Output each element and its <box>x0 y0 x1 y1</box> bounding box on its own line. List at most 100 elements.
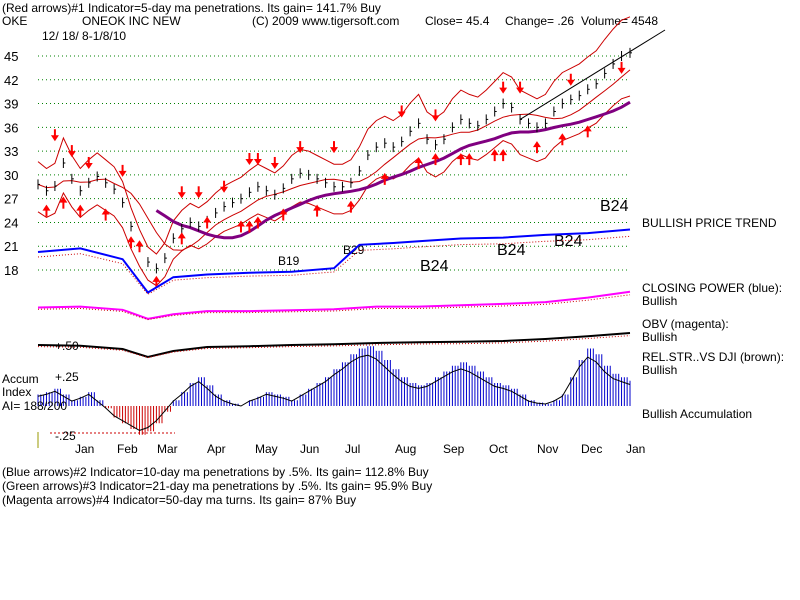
arrow-head <box>245 220 254 227</box>
buy-arrow <box>490 149 499 162</box>
label-obv-value: Bullish <box>642 330 677 344</box>
arrow-head <box>566 79 575 86</box>
arrow-head <box>220 186 229 193</box>
buy-arrow <box>42 204 51 217</box>
arrow-head <box>84 162 93 169</box>
month-label: Apr <box>207 442 226 456</box>
sell-arrow <box>270 156 279 169</box>
arrow-head <box>431 153 440 160</box>
signal-b24-2: B24 <box>497 242 526 259</box>
buy-arrow <box>313 204 322 217</box>
month-label: Nov <box>537 442 558 456</box>
sell-arrow <box>516 81 525 94</box>
ma21-line <box>37 69 631 251</box>
closing-power-line-ma <box>37 235 631 295</box>
signal-b24-1: B24 <box>420 258 449 275</box>
footer-line4: (Magenta arrows)#4 Indicator=50-day ma t… <box>2 493 356 507</box>
month-label: Mar <box>157 442 178 456</box>
buy-arrow <box>245 220 254 233</box>
month-label: Jul <box>345 442 360 456</box>
buy-arrow <box>558 133 567 146</box>
arrow-head <box>499 149 508 156</box>
y-tick-label: 30 <box>4 168 18 183</box>
label-plus25: +.25 <box>55 370 79 384</box>
buy-arrow <box>583 125 592 138</box>
arrow-head <box>380 172 389 179</box>
arrow-head <box>135 240 144 247</box>
indicator-panels <box>37 228 631 435</box>
rel-str-line-ma <box>37 335 631 359</box>
arrow-head <box>101 208 110 215</box>
arrow-head <box>177 192 186 199</box>
label-cp-title: CLOSING POWER (blue): <box>642 281 782 295</box>
arrow-head <box>490 149 499 156</box>
header-company: ONEOK INC NEW <box>82 14 181 28</box>
obv-line <box>37 290 631 320</box>
arrow-head <box>76 204 85 211</box>
signal-b24-3: B24 <box>554 233 583 250</box>
arrow-head <box>431 115 440 122</box>
sell-arrow <box>330 141 338 154</box>
month-label: Dec <box>581 442 602 456</box>
buy-arrow <box>414 157 423 170</box>
header-line1: (Red arrows)#1 Indicator=5-day ma penetr… <box>2 1 381 15</box>
arrow-head <box>516 87 525 94</box>
sell-arrow <box>566 73 575 86</box>
price-series <box>37 47 632 274</box>
buy-arrow <box>76 204 85 217</box>
label-rs-title: REL.STR..VS DJI (brown): <box>642 350 784 364</box>
signal-b19: B19 <box>278 254 300 268</box>
label-accum-1: Accum <box>2 372 39 386</box>
sell-arrow <box>50 129 59 142</box>
y-tick-label: 33 <box>4 144 18 159</box>
label-accum-2: Index <box>2 385 31 399</box>
y-tick-label: 21 <box>4 239 18 254</box>
arrow-head <box>296 147 305 154</box>
arrow-head <box>253 159 262 165</box>
arrow-head <box>313 204 322 211</box>
trend-line <box>519 29 666 120</box>
upper-band <box>37 16 631 255</box>
arrow-head <box>465 153 474 160</box>
header-copyright: (C) 2009 www.tigersoft.com <box>252 14 399 28</box>
month-label: Oct <box>489 442 508 456</box>
buy-arrow <box>380 172 389 185</box>
buy-arrow <box>177 232 186 245</box>
month-label: Jan <box>75 442 94 456</box>
closing-power-line <box>37 228 631 294</box>
header-date-range: 12/ 18/ 8-1/8/10 <box>42 29 126 43</box>
label-plus50: +.50 <box>55 339 79 353</box>
arrow-head <box>558 133 567 140</box>
label-minus25: -.25 <box>55 429 76 443</box>
buy-arrow <box>499 149 508 162</box>
buy-arrow <box>346 200 355 213</box>
buy-arrow <box>127 236 136 249</box>
arrow-head <box>42 204 51 211</box>
sell-arrow <box>245 153 254 165</box>
arrow-head <box>127 236 136 243</box>
sell-arrow <box>194 186 203 199</box>
obv-line-ma <box>37 294 631 321</box>
arrow-head <box>50 135 59 142</box>
buy-arrow <box>431 153 440 166</box>
month-label: May <box>255 442 278 456</box>
buy-arrow <box>279 208 288 221</box>
month-label: Aug <box>395 442 416 456</box>
header-symbol: OKE <box>2 14 27 28</box>
arrow-head <box>236 220 245 227</box>
month-label: Jun <box>300 442 319 456</box>
sell-arrow <box>431 109 440 122</box>
header-volume: Volume= 4548 <box>581 14 658 28</box>
arrow-head <box>245 159 254 165</box>
buy-arrow <box>59 196 68 209</box>
label-obv-title: OBV (magenta): <box>642 317 729 331</box>
sell-arrow <box>84 156 93 169</box>
sell-arrow <box>220 180 229 193</box>
sell-arrow <box>499 81 508 94</box>
arrow-head <box>583 125 592 132</box>
buy-arrow <box>532 141 541 154</box>
lower-band <box>37 95 631 287</box>
signal-arrows <box>42 61 626 288</box>
month-label: Jan <box>626 442 645 456</box>
